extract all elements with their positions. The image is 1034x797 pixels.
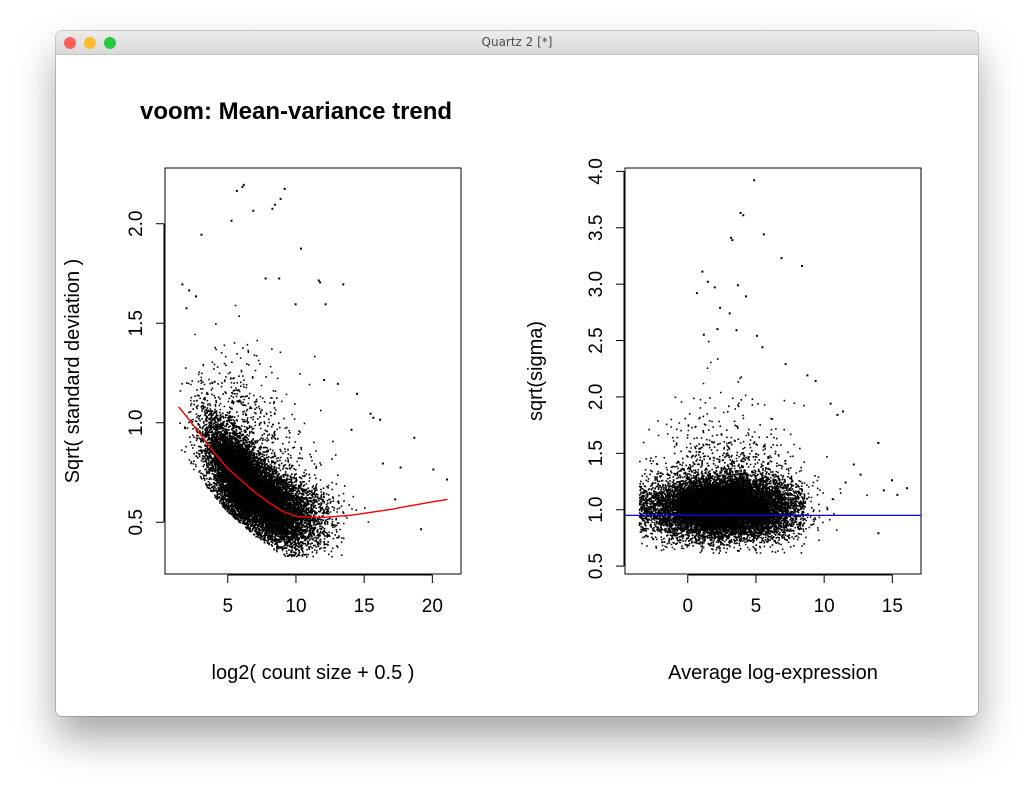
x-tick-label: 5: [222, 596, 233, 617]
x-tick-label: 10: [814, 596, 835, 617]
left-y-axis: 0.5 1.0 1.5 2.0: [126, 211, 165, 535]
y-tick-label: 0.5: [586, 553, 607, 579]
plot-canvas: voom: Mean-variance trend 5 10 15 20 0.5 1.0…: [56, 55, 978, 716]
right-plot-box: [624, 167, 922, 575]
zoom-button[interactable]: [104, 37, 116, 49]
right-y-axis: 0.5 1.0 1.5 2.0 2.5 3.0 3.5 4.0: [586, 158, 625, 579]
y-tick-label: 2.0: [126, 211, 147, 237]
y-tick-label: 4.0: [586, 158, 607, 184]
window-title: Quartz 2 [*]: [481, 35, 553, 49]
x-tick-label: 0: [682, 596, 693, 617]
scatter-points: [179, 183, 448, 558]
close-button[interactable]: [64, 37, 76, 49]
x-tick-label: 15: [882, 596, 903, 617]
left-x-axis-label: log2( count size + 0.5 ): [212, 662, 415, 684]
right-x-axis-label: Average log-expression: [668, 662, 878, 684]
y-tick-label: 3.5: [586, 215, 607, 241]
y-tick-label: 1.0: [126, 410, 147, 436]
left-scatter-points: [179, 183, 448, 558]
scatter-points: [638, 179, 908, 555]
y-tick-label: 3.0: [586, 271, 607, 297]
left-x-axis: 5 10 15 20: [222, 574, 443, 617]
right-y-axis-label: sqrt(sigma): [525, 321, 547, 421]
right-scatter-points: [638, 179, 908, 555]
mean-variance-panel: 5 10 15 20 0.5 1.0 1.5 2.0 log2( count size + …: [62, 167, 462, 684]
quartz-window: Quartz 2 [*] voom: Mean-variance trend 5…: [56, 31, 978, 716]
x-tick-label: 5: [751, 596, 762, 617]
plot-title: voom: Mean-variance trend: [140, 98, 452, 125]
x-tick-label: 20: [422, 596, 443, 617]
plot-area: voom: Mean-variance trend 5 10 15 20 0.5 1.0…: [62, 98, 922, 684]
x-tick-label: 15: [354, 596, 375, 617]
sigma-panel: 0 5 10 15 0.5 1.0 1.5 2.0 2.5 3.0 3.5 4.0 Average …: [525, 158, 922, 684]
title-bar[interactable]: Quartz 2 [*]: [56, 31, 978, 55]
y-tick-label: 1.0: [586, 497, 607, 523]
minimize-button[interactable]: [84, 37, 96, 49]
x-tick-label: 10: [285, 596, 306, 617]
trend-line: [178, 406, 448, 518]
y-tick-label: 1.5: [126, 310, 147, 336]
y-tick-label: 2.0: [586, 384, 607, 410]
left-y-axis-label: Sqrt( standard deviation ): [62, 259, 84, 484]
y-tick-label: 1.5: [586, 440, 607, 466]
y-tick-label: 2.5: [586, 327, 607, 353]
left-plot-box: [164, 167, 462, 575]
right-x-axis: 0 5 10 15: [682, 574, 903, 617]
y-tick-label: 0.5: [126, 509, 147, 535]
